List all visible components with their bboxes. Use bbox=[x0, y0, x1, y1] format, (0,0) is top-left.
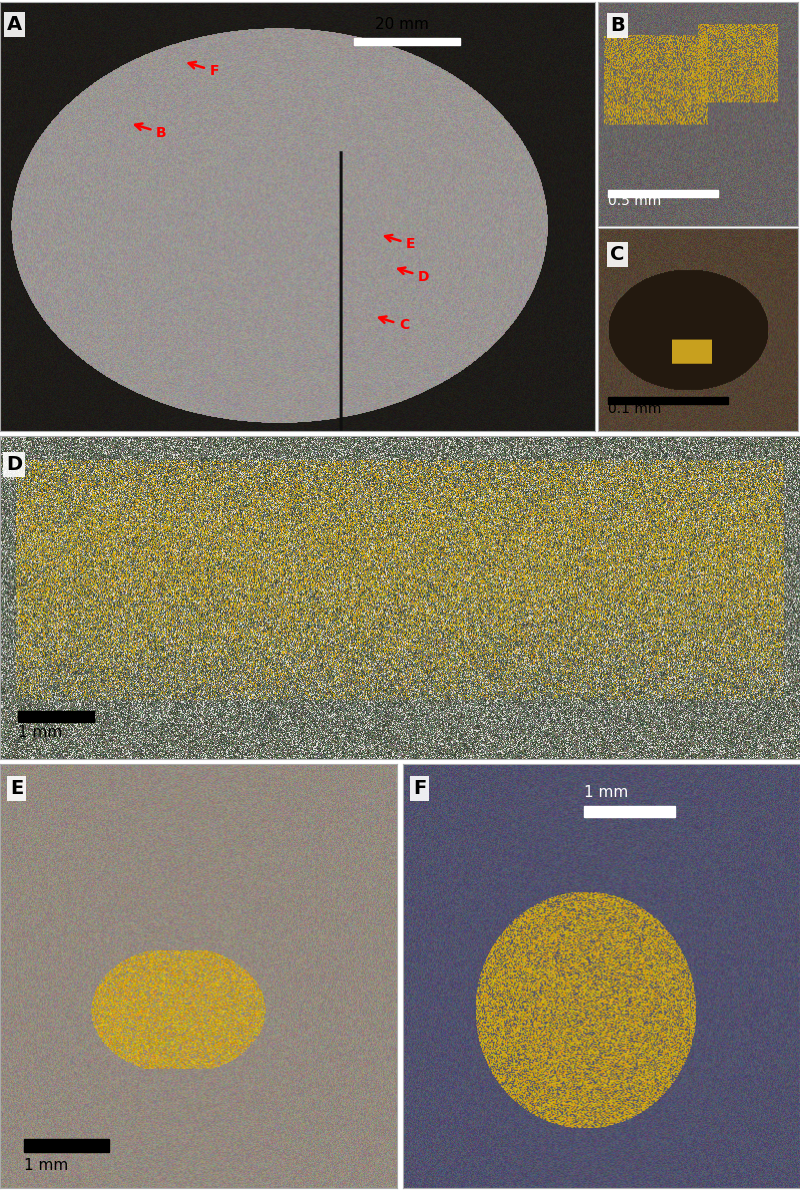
Text: E: E bbox=[385, 234, 415, 251]
Text: 20 mm: 20 mm bbox=[375, 18, 429, 32]
Text: 0.1 mm: 0.1 mm bbox=[608, 401, 662, 415]
Bar bbox=[608, 397, 728, 405]
Text: D: D bbox=[6, 455, 22, 474]
Text: C: C bbox=[379, 317, 409, 332]
Bar bbox=[354, 38, 460, 45]
Bar bbox=[24, 1139, 109, 1152]
Text: 0.5 mm: 0.5 mm bbox=[608, 194, 662, 208]
Bar bbox=[608, 190, 718, 198]
Text: F: F bbox=[413, 778, 426, 797]
Text: 1 mm: 1 mm bbox=[24, 1158, 68, 1173]
Text: D: D bbox=[398, 268, 430, 283]
Text: 1 mm: 1 mm bbox=[18, 725, 62, 740]
Text: B: B bbox=[135, 124, 166, 139]
Text: A: A bbox=[7, 15, 22, 35]
Bar bbox=[18, 710, 94, 722]
Text: F: F bbox=[189, 62, 219, 77]
Text: 1 mm: 1 mm bbox=[584, 785, 628, 800]
Text: C: C bbox=[610, 245, 625, 264]
Text: B: B bbox=[610, 15, 625, 35]
Text: E: E bbox=[10, 778, 23, 797]
Bar bbox=[584, 807, 675, 816]
